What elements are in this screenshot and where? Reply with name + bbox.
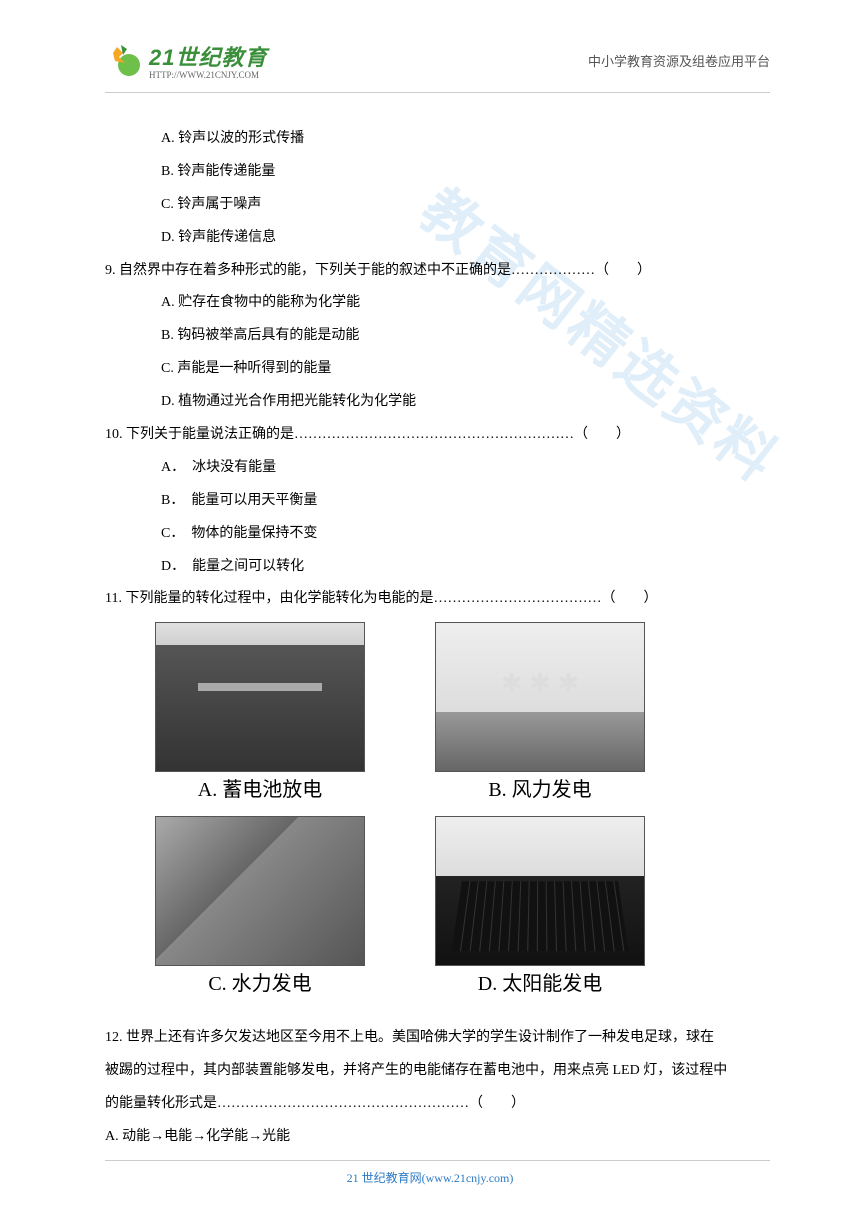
battery-image <box>155 622 365 772</box>
q9-stem: 9. 自然界中存在着多种形式的能，下列关于能的叙述中不正确的是………………（ ） <box>105 255 770 288</box>
q11-cap-c: C. 水力发电 <box>208 970 311 998</box>
q11-cap-d: D. 太阳能发电 <box>478 970 602 998</box>
q11-img-d: D. 太阳能发电 <box>415 816 665 998</box>
q12-line2: 被踢的过程中，其内部装置能够发电，并将产生的电能储存在蓄电池中，用来点亮 LED… <box>105 1055 770 1088</box>
q11-cap-a: A. 蓄电池放电 <box>198 776 322 804</box>
q10-opt-d: D． 能量之间可以转化 <box>105 551 770 584</box>
logo-sub: HTTP://WWW.21CNJY.COM <box>149 70 267 80</box>
q9-opt-d: D. 植物通过光合作用把光能转化为化学能 <box>105 386 770 419</box>
q10-opt-a: A． 冰块没有能量 <box>105 452 770 485</box>
solar-image <box>435 816 645 966</box>
q11-img-c: C. 水力发电 <box>135 816 385 998</box>
q11-img-a: A. 蓄电池放电 <box>135 622 385 804</box>
q11-image-grid: A. 蓄电池放电 B. 风力发电 C. 水力发电 D. 太阳能发电 <box>105 616 665 1004</box>
logo-main: 21世纪教育 <box>149 40 267 72</box>
spacer <box>105 1004 770 1022</box>
wind-image <box>435 622 645 772</box>
hydro-image <box>155 816 365 966</box>
q11-cap-b: B. 风力发电 <box>488 776 591 804</box>
page-footer: 21 世纪教育网(www.21cnjy.com) <box>0 1160 860 1186</box>
q12-line1: 12. 世界上还有许多欠发达地区至今用不上电。美国哈佛大学的学生设计制作了一种发… <box>105 1022 770 1055</box>
q8-opt-d: D. 铃声能传递信息 <box>105 222 770 255</box>
content-area: A. 铃声以波的形式传播 B. 铃声能传递能量 C. 铃声属于噪声 D. 铃声能… <box>0 93 860 1154</box>
q8-opt-a: A. 铃声以波的形式传播 <box>105 123 770 156</box>
logo-text: 21世纪教育 HTTP://WWW.21CNJY.COM <box>149 40 267 80</box>
q10-opt-c: C． 物体的能量保持不变 <box>105 518 770 551</box>
logo: 21世纪教育 HTTP://WWW.21CNJY.COM <box>105 40 267 80</box>
q8-opt-b: B. 铃声能传递能量 <box>105 156 770 189</box>
q10-stem: 10. 下列关于能量说法正确的是……………………………………………………（ ） <box>105 419 770 452</box>
header-right-text: 中小学教育资源及组卷应用平台 <box>588 51 770 70</box>
footer-divider <box>105 1160 770 1161</box>
q9-opt-c: C. 声能是一种听得到的能量 <box>105 353 770 386</box>
q11-stem: 11. 下列能量的转化过程中，由化学能转化为电能的是………………………………（ … <box>105 583 770 616</box>
q10-opt-b: B． 能量可以用天平衡量 <box>105 485 770 518</box>
q11-img-b: B. 风力发电 <box>415 622 665 804</box>
q9-opt-a: A. 贮存在食物中的能称为化学能 <box>105 287 770 320</box>
footer-text: 21 世纪教育网(www.21cnjy.com) <box>347 1171 514 1185</box>
q9-opt-b: B. 钩码被举高后具有的能是动能 <box>105 320 770 353</box>
q12-line3: 的能量转化形式是………………………………………………（ ） <box>105 1088 770 1121</box>
q8-opt-c: C. 铃声属于噪声 <box>105 189 770 222</box>
q12-opt-a: A. 动能→电能→化学能→光能 <box>105 1121 770 1154</box>
page-header: 21世纪教育 HTTP://WWW.21CNJY.COM 中小学教育资源及组卷应… <box>0 0 860 92</box>
logo-icon <box>105 41 143 79</box>
